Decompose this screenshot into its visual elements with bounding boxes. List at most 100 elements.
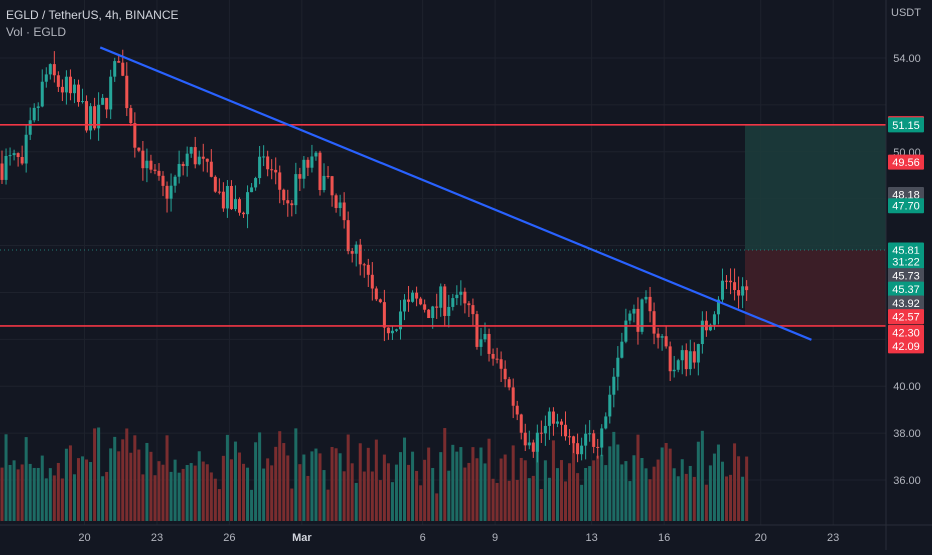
candle-body bbox=[334, 195, 338, 209]
volume-bar bbox=[32, 467, 36, 521]
volume-bar bbox=[471, 447, 475, 521]
candle-body bbox=[221, 191, 225, 209]
candle-body bbox=[197, 156, 201, 165]
volume-bar bbox=[455, 451, 459, 521]
volume-bar bbox=[64, 448, 68, 521]
volume-bar bbox=[696, 441, 700, 521]
candle-body bbox=[507, 379, 511, 388]
volume-bar bbox=[648, 479, 652, 521]
volume-bar bbox=[737, 456, 741, 521]
volume-bar bbox=[197, 451, 201, 521]
volume-bar bbox=[294, 428, 298, 521]
volume-bar bbox=[580, 484, 584, 521]
price-tag-box bbox=[888, 198, 924, 214]
volume-bar bbox=[16, 469, 20, 521]
volume-bar bbox=[189, 463, 193, 521]
volume-bar bbox=[358, 443, 362, 521]
price-tag-box bbox=[888, 281, 924, 297]
price-tick-label: 36.00 bbox=[893, 475, 921, 487]
volume-bar bbox=[664, 443, 668, 521]
candle-body bbox=[733, 282, 737, 291]
volume-bar bbox=[225, 434, 229, 521]
volume-bar bbox=[403, 437, 407, 521]
candle-body bbox=[113, 61, 117, 77]
candle-body bbox=[366, 264, 370, 275]
volume-bar bbox=[157, 461, 161, 521]
volume-bar bbox=[632, 455, 636, 521]
candle-body bbox=[564, 424, 568, 437]
volume-bar bbox=[411, 451, 415, 521]
volume-bar bbox=[173, 459, 177, 521]
candle-body bbox=[411, 292, 415, 302]
candle-body bbox=[270, 169, 274, 171]
volume-bar bbox=[668, 448, 672, 521]
candle-body bbox=[266, 156, 270, 170]
candle-body bbox=[447, 306, 451, 316]
volume-bar bbox=[101, 476, 105, 521]
price-tag: 42.09 bbox=[888, 338, 924, 354]
volume-bar bbox=[362, 471, 366, 521]
volume-bar bbox=[523, 460, 527, 521]
volume-bar bbox=[495, 482, 499, 521]
volume-bar bbox=[76, 458, 80, 521]
volume-bar bbox=[346, 434, 350, 521]
volume-bar bbox=[499, 458, 503, 521]
volume-bar bbox=[113, 436, 117, 521]
volume-bar bbox=[68, 445, 72, 521]
candle-body bbox=[725, 280, 729, 282]
candle-body bbox=[684, 350, 688, 370]
price-tag: 49.56 bbox=[888, 154, 924, 170]
candle-body bbox=[133, 123, 137, 148]
candle-body bbox=[523, 432, 527, 446]
price-tag-text: 51.15 bbox=[892, 120, 920, 132]
candle-body bbox=[439, 286, 443, 308]
volume-bar bbox=[656, 459, 660, 521]
candle-body bbox=[608, 394, 612, 417]
candle-body bbox=[76, 84, 80, 103]
candle-body bbox=[660, 336, 664, 338]
volume-bar bbox=[258, 432, 262, 521]
volume-bar bbox=[97, 427, 101, 521]
volume-bar bbox=[588, 466, 592, 521]
price-tag-box bbox=[888, 324, 924, 340]
candle-body bbox=[165, 185, 169, 199]
time-tick-label: 20 bbox=[755, 532, 767, 544]
symbol-title[interactable]: EGLD / TetherUS, 4h, BINANCE bbox=[6, 8, 179, 22]
candle-body bbox=[576, 443, 580, 455]
volume-bar bbox=[531, 475, 535, 521]
candle-body bbox=[302, 159, 306, 179]
candle-body bbox=[688, 351, 692, 370]
volume-bar bbox=[729, 474, 733, 521]
trendline bbox=[99, 46, 812, 341]
candle-body bbox=[177, 163, 181, 177]
volume-bar bbox=[20, 464, 24, 521]
volume-legend[interactable]: Vol · EGLD bbox=[6, 25, 67, 39]
volume-bar bbox=[56, 462, 60, 521]
price-tag-box bbox=[888, 253, 924, 269]
candle-body bbox=[680, 350, 684, 361]
volume-bar bbox=[447, 470, 451, 521]
candle-body bbox=[616, 357, 620, 377]
candle-body bbox=[604, 416, 608, 429]
grid-lines bbox=[0, 0, 886, 525]
volume-bar bbox=[390, 482, 394, 521]
volume-bar bbox=[398, 452, 402, 521]
candle-body bbox=[229, 185, 233, 210]
volume-bar bbox=[52, 475, 56, 521]
currency-label: USDT bbox=[891, 7, 921, 19]
candle-body bbox=[491, 353, 495, 359]
candle-body bbox=[89, 106, 93, 131]
volume-bar bbox=[483, 463, 487, 521]
volume-bar bbox=[278, 431, 282, 521]
candle-body bbox=[499, 359, 503, 369]
volume-bar bbox=[270, 465, 274, 521]
volume-bar bbox=[636, 434, 640, 521]
candle-body bbox=[193, 147, 197, 165]
candle-body bbox=[56, 75, 60, 87]
candle-body bbox=[298, 174, 302, 179]
volume-bar bbox=[266, 458, 270, 521]
candle-body bbox=[596, 446, 600, 448]
volume-bar bbox=[262, 468, 266, 521]
